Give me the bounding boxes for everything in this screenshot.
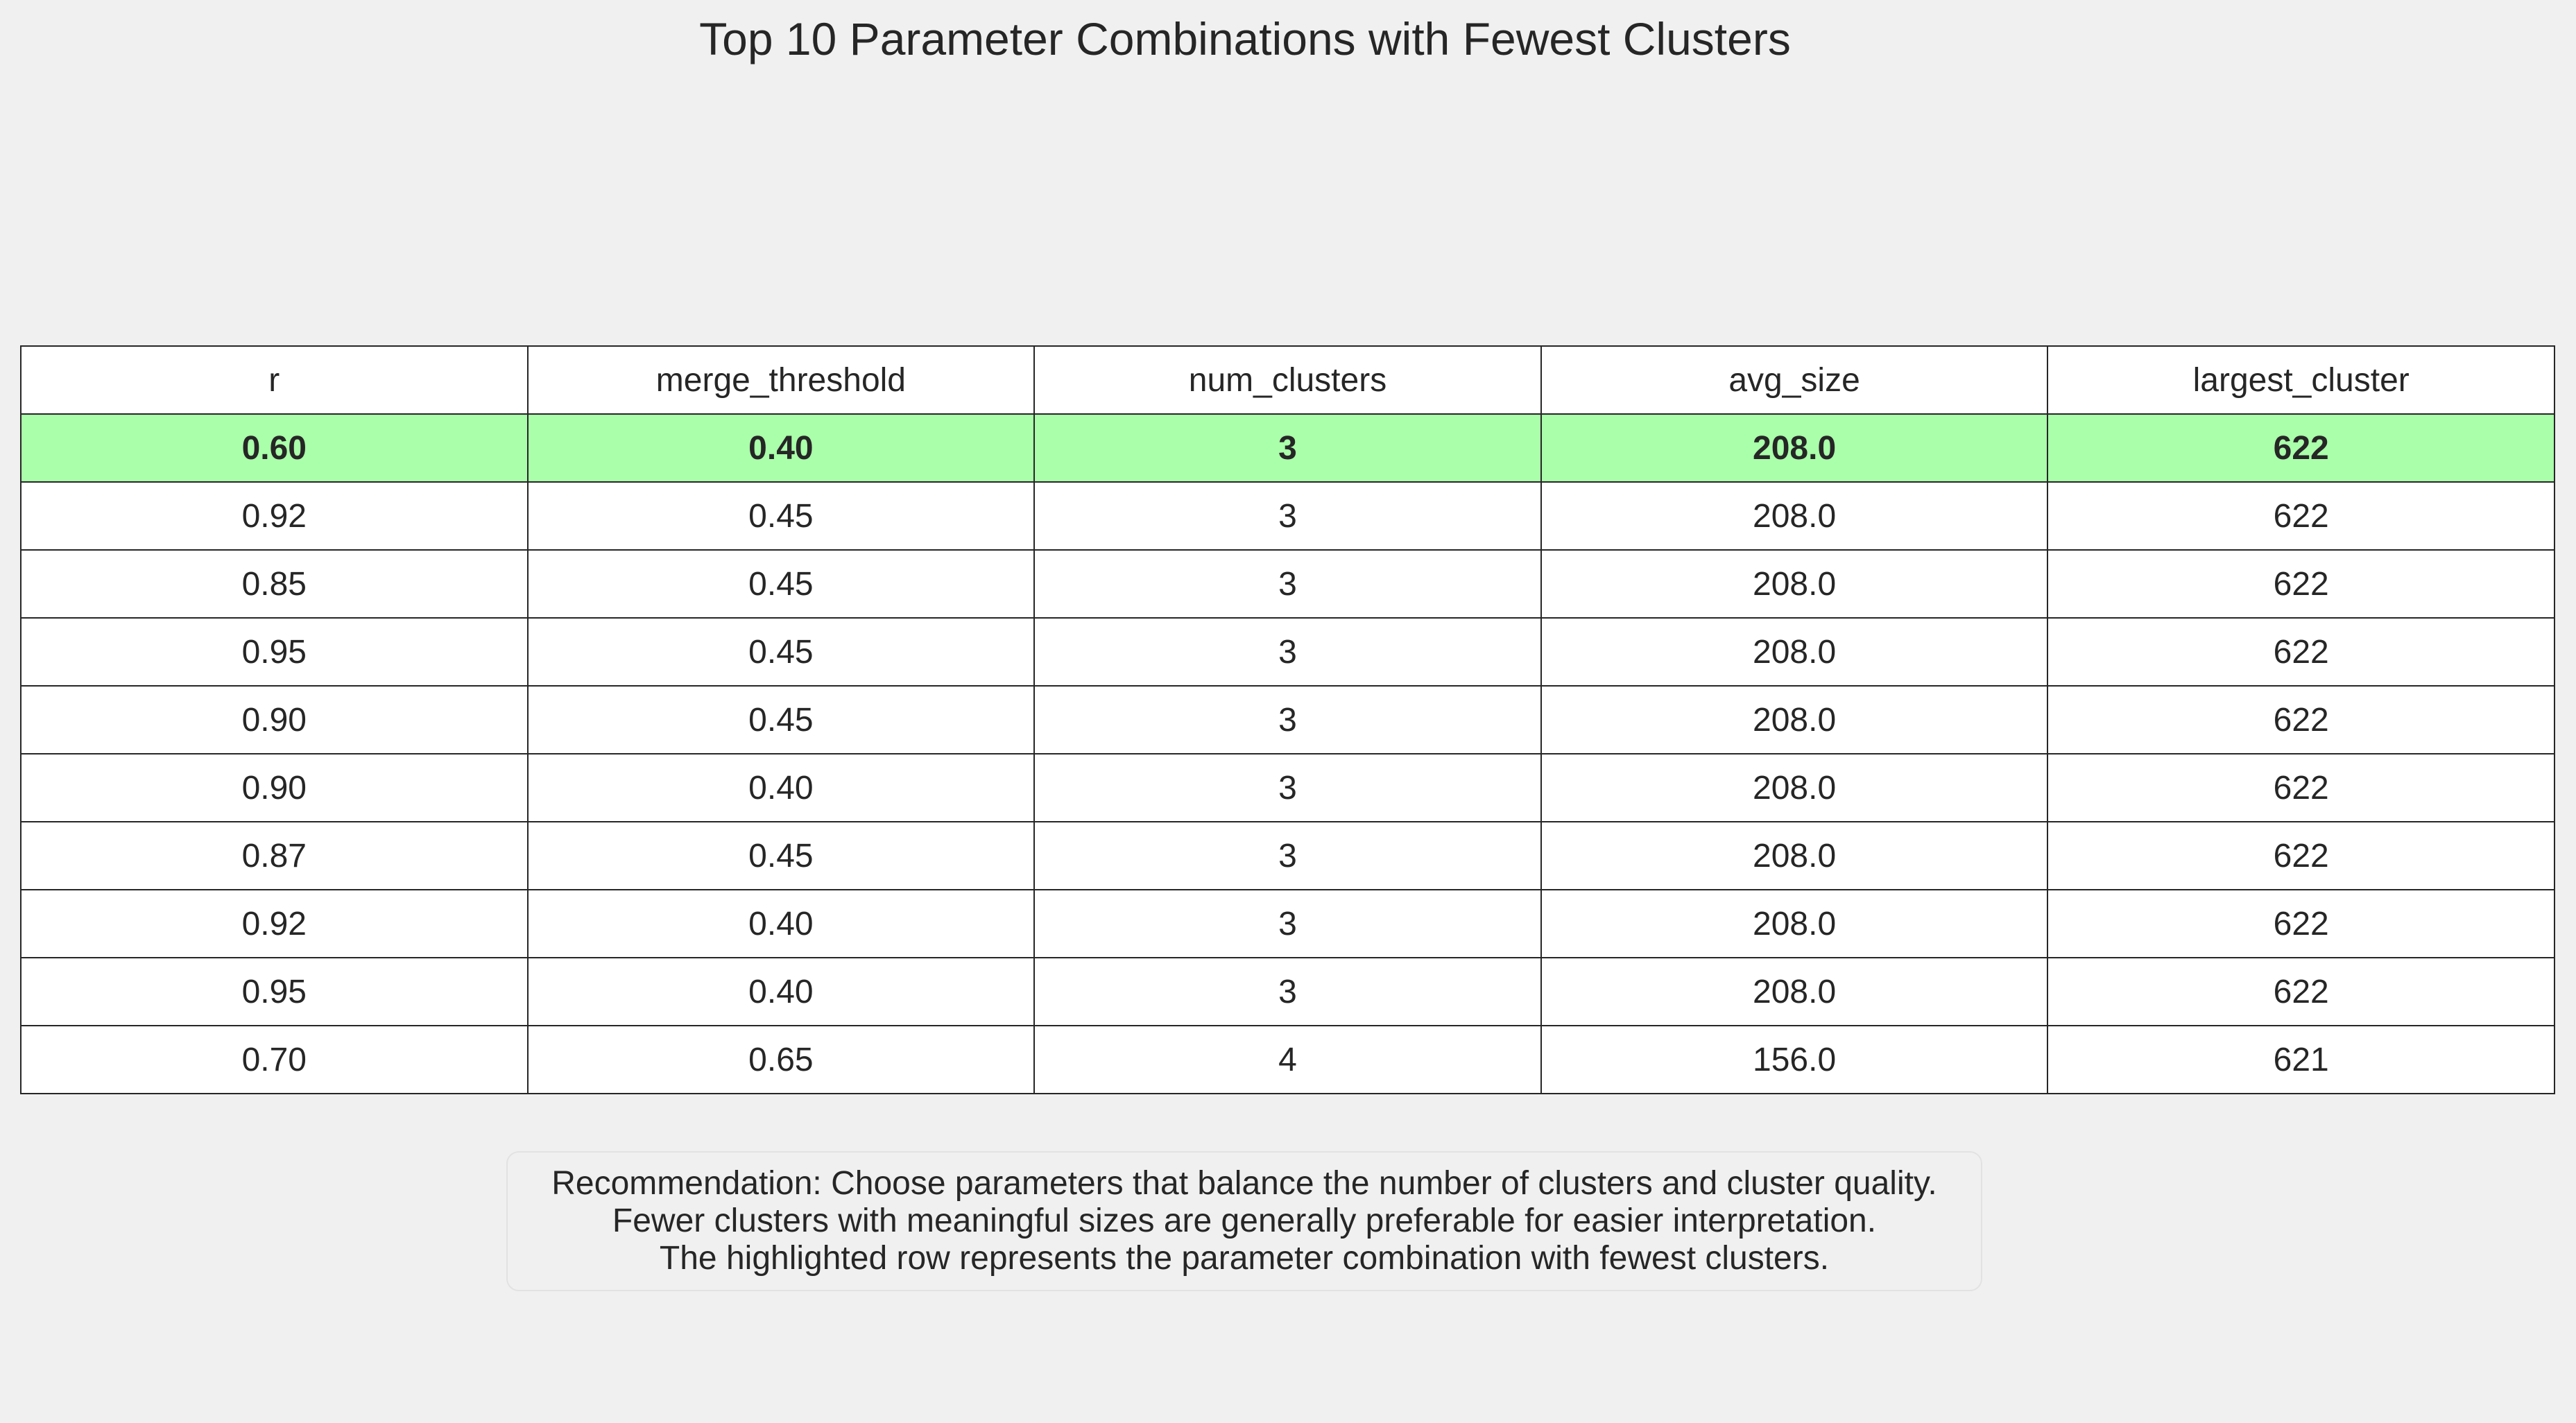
- column-header-largest-cluster: largest_cluster: [2047, 345, 2555, 415]
- column-header-num-clusters: num_clusters: [1033, 345, 1542, 415]
- table-cell: 208.0: [1540, 685, 2049, 754]
- table-cell: 4: [1033, 1025, 1542, 1094]
- table-cell: 0.45: [526, 617, 1036, 687]
- table-cell: 208.0: [1540, 889, 2049, 958]
- column-header-r: r: [20, 345, 529, 415]
- table-cell: 622: [2047, 753, 2555, 822]
- table-cell: 0.65: [526, 1025, 1036, 1094]
- table-cell: 0.70: [20, 1025, 529, 1094]
- table-cell: 622: [2047, 549, 2555, 619]
- table-cell: 622: [2047, 889, 2555, 958]
- table-cell: 622: [2047, 957, 2555, 1026]
- table-cell: 3: [1033, 617, 1542, 687]
- table-cell: 0.60: [20, 413, 529, 483]
- table-cell: 622: [2047, 617, 2555, 687]
- results-table: r merge_threshold num_clusters avg_size …: [20, 345, 2555, 1094]
- table-row: 0.95 0.45 3 208.0 622: [20, 617, 2555, 687]
- table-cell: 622: [2047, 821, 2555, 890]
- table-header-row: r merge_threshold num_clusters avg_size …: [20, 345, 2555, 415]
- table-cell: 622: [2047, 413, 2555, 483]
- table-cell: 3: [1033, 889, 1542, 958]
- table-cell: 0.92: [20, 481, 529, 551]
- table-cell: 0.40: [526, 957, 1036, 1026]
- recommendation-line: The highlighted row represents the param…: [659, 1240, 1830, 1277]
- table-cell: 3: [1033, 821, 1542, 890]
- table-cell: 0.90: [20, 685, 529, 754]
- table-cell: 208.0: [1540, 617, 2049, 687]
- table-body: 0.60 0.40 3 208.0 622 0.92 0.45 3 208.0 622 0.85 0.…: [20, 413, 2555, 1094]
- table-row: 0.90 0.40 3 208.0 622: [20, 753, 2555, 822]
- table-cell: 0.95: [20, 617, 529, 687]
- table-cell: 0.40: [526, 413, 1036, 483]
- table-cell: 622: [2047, 481, 2555, 551]
- table-cell: 3: [1033, 549, 1542, 619]
- table-cell: 156.0: [1540, 1025, 2049, 1094]
- table-cell: 622: [2047, 685, 2555, 754]
- table-cell: 0.45: [526, 685, 1036, 754]
- table-cell: 621: [2047, 1025, 2555, 1094]
- table-cell: 0.45: [526, 481, 1036, 551]
- column-header-avg-size: avg_size: [1540, 345, 2049, 415]
- table-cell: 0.87: [20, 821, 529, 890]
- chart-title: Top 10 Parameter Combinations with Fewes…: [699, 13, 1791, 64]
- recommendation-line: Recommendation: Choose parameters that b…: [551, 1165, 1937, 1202]
- table-cell: 0.92: [20, 889, 529, 958]
- table-row: 0.92 0.45 3 208.0 622: [20, 481, 2555, 551]
- table-cell: 208.0: [1540, 821, 2049, 890]
- table-cell: 0.90: [20, 753, 529, 822]
- table-row-highlighted: 0.60 0.40 3 208.0 622: [20, 413, 2555, 483]
- table-cell: 3: [1033, 481, 1542, 551]
- column-header-merge-threshold: merge_threshold: [526, 345, 1036, 415]
- table-cell: 3: [1033, 413, 1542, 483]
- table-row: 0.87 0.45 3 208.0 622: [20, 821, 2555, 890]
- table-cell: 0.40: [526, 889, 1036, 958]
- table-cell: 0.95: [20, 957, 529, 1026]
- table-cell: 208.0: [1540, 481, 2049, 551]
- table-cell: 3: [1033, 753, 1542, 822]
- table-cell: 3: [1033, 685, 1542, 754]
- table-row: 0.95 0.40 3 208.0 622: [20, 957, 2555, 1026]
- table-cell: 0.45: [526, 821, 1036, 890]
- recommendation-note: Recommendation: Choose parameters that b…: [506, 1151, 1982, 1291]
- table-cell: 208.0: [1540, 413, 2049, 483]
- table-row: 0.90 0.45 3 208.0 622: [20, 685, 2555, 754]
- table-row: 0.70 0.65 4 156.0 621: [20, 1025, 2555, 1094]
- table-cell: 3: [1033, 957, 1542, 1026]
- table-cell: 0.40: [526, 753, 1036, 822]
- table-cell: 208.0: [1540, 549, 2049, 619]
- table-cell: 0.45: [526, 549, 1036, 619]
- table-cell: 208.0: [1540, 753, 2049, 822]
- recommendation-line: Fewer clusters with meaningful sizes are…: [612, 1202, 1877, 1239]
- table-cell: 208.0: [1540, 957, 2049, 1026]
- table-row: 0.92 0.40 3 208.0 622: [20, 889, 2555, 958]
- table-row: 0.85 0.45 3 208.0 622: [20, 549, 2555, 619]
- table-cell: 0.85: [20, 549, 529, 619]
